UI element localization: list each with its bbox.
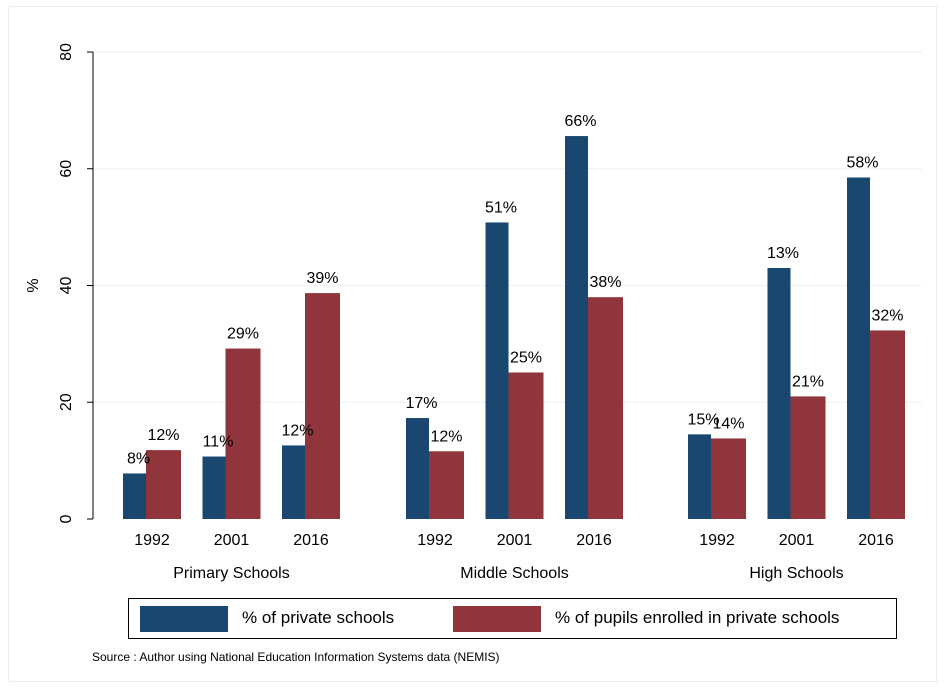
bar-private-schools-0-2 xyxy=(282,445,305,519)
x-tick-label-1-2: 2016 xyxy=(576,532,612,549)
data-label-pupils-enrolled-0-0: 12% xyxy=(147,427,179,444)
legend-swatch-pupils-enrolled xyxy=(453,606,541,632)
bar-private-schools-2-0 xyxy=(688,434,711,519)
bar-private-schools-2-2 xyxy=(847,177,870,519)
data-label-pupils-enrolled-2-0: 14% xyxy=(712,415,744,432)
data-label-private-schools-2-2: 58% xyxy=(846,155,878,172)
bar-pupils-enrolled-1-2 xyxy=(588,297,623,519)
chart-frame xyxy=(8,6,937,682)
data-label-pupils-enrolled-0-2: 39% xyxy=(306,270,338,287)
data-label-pupils-enrolled-2-1: 21% xyxy=(792,373,824,390)
y-tick-label-4: 80 xyxy=(58,43,75,61)
bar-pupils-enrolled-1-1 xyxy=(508,372,544,519)
group-label-0: Primary Schools xyxy=(173,565,289,582)
bar-private-schools-0-0 xyxy=(123,473,146,519)
y-tick-label-0: 0 xyxy=(58,514,75,523)
x-tick-label-0-0: 1992 xyxy=(134,532,170,549)
bar-pupils-enrolled-0-1 xyxy=(225,348,261,519)
data-label-pupils-enrolled-1-0: 12% xyxy=(430,428,462,445)
x-tick-label-1-0: 1992 xyxy=(417,532,453,549)
data-label-pupils-enrolled-2-2: 32% xyxy=(871,307,903,324)
y-tick-label-1: 20 xyxy=(58,393,75,411)
bar-pupils-enrolled-1-0 xyxy=(429,451,464,519)
y-tick-label-2: 40 xyxy=(58,277,75,295)
bar-pupils-enrolled-0-0 xyxy=(146,450,181,519)
data-label-private-schools-2-1: 13% xyxy=(767,245,799,262)
data-label-private-schools-1-1: 51% xyxy=(485,199,517,216)
bar-private-schools-1-2 xyxy=(565,136,588,519)
x-tick-label-2-1: 2001 xyxy=(779,532,815,549)
legend-label-pupils-enrolled: % of pupils enrolled in private schools xyxy=(555,608,840,627)
legend: % of private schools % of pupils enrolle… xyxy=(128,598,897,639)
data-label-pupils-enrolled-1-2: 38% xyxy=(589,274,621,291)
bar-pupils-enrolled-0-2 xyxy=(305,293,340,519)
legend-swatch-private-schools xyxy=(140,606,228,632)
group-label-2: High Schools xyxy=(749,565,843,582)
bar-private-schools-1-0 xyxy=(406,418,429,519)
source-note: Source : Author using National Education… xyxy=(92,650,500,664)
x-tick-label-2-0: 1992 xyxy=(699,532,735,549)
data-label-private-schools-0-0: 8% xyxy=(127,450,150,467)
x-tick-label-0-2: 2016 xyxy=(293,532,329,549)
data-label-private-schools-0-1: 11% xyxy=(203,434,234,451)
data-label-pupils-enrolled-0-1: 29% xyxy=(227,326,259,343)
data-label-private-schools-2-0: 15% xyxy=(687,411,719,428)
x-tick-label-2-2: 2016 xyxy=(858,532,894,549)
group-label-1: Middle Schools xyxy=(460,565,569,582)
y-tick-label-3: 60 xyxy=(58,160,75,178)
bar-pupils-enrolled-2-1 xyxy=(790,396,826,519)
bar-private-schools-2-1 xyxy=(767,267,791,519)
x-tick-label-1-1: 2001 xyxy=(497,532,533,549)
bar-private-schools-1-1 xyxy=(485,222,509,519)
bar-pupils-enrolled-2-0 xyxy=(711,438,746,519)
bar-pupils-enrolled-2-2 xyxy=(870,330,905,519)
data-label-pupils-enrolled-1-1: 25% xyxy=(510,349,542,366)
data-label-private-schools-0-2: 12% xyxy=(281,422,313,439)
data-label-private-schools-1-0: 17% xyxy=(405,395,437,412)
y-axis-title: % xyxy=(25,278,42,292)
x-tick-label-0-1: 2001 xyxy=(214,532,250,549)
data-label-private-schools-1-2: 66% xyxy=(564,113,596,130)
bar-private-schools-0-1 xyxy=(202,456,226,519)
legend-label-private-schools: % of private schools xyxy=(242,608,395,627)
